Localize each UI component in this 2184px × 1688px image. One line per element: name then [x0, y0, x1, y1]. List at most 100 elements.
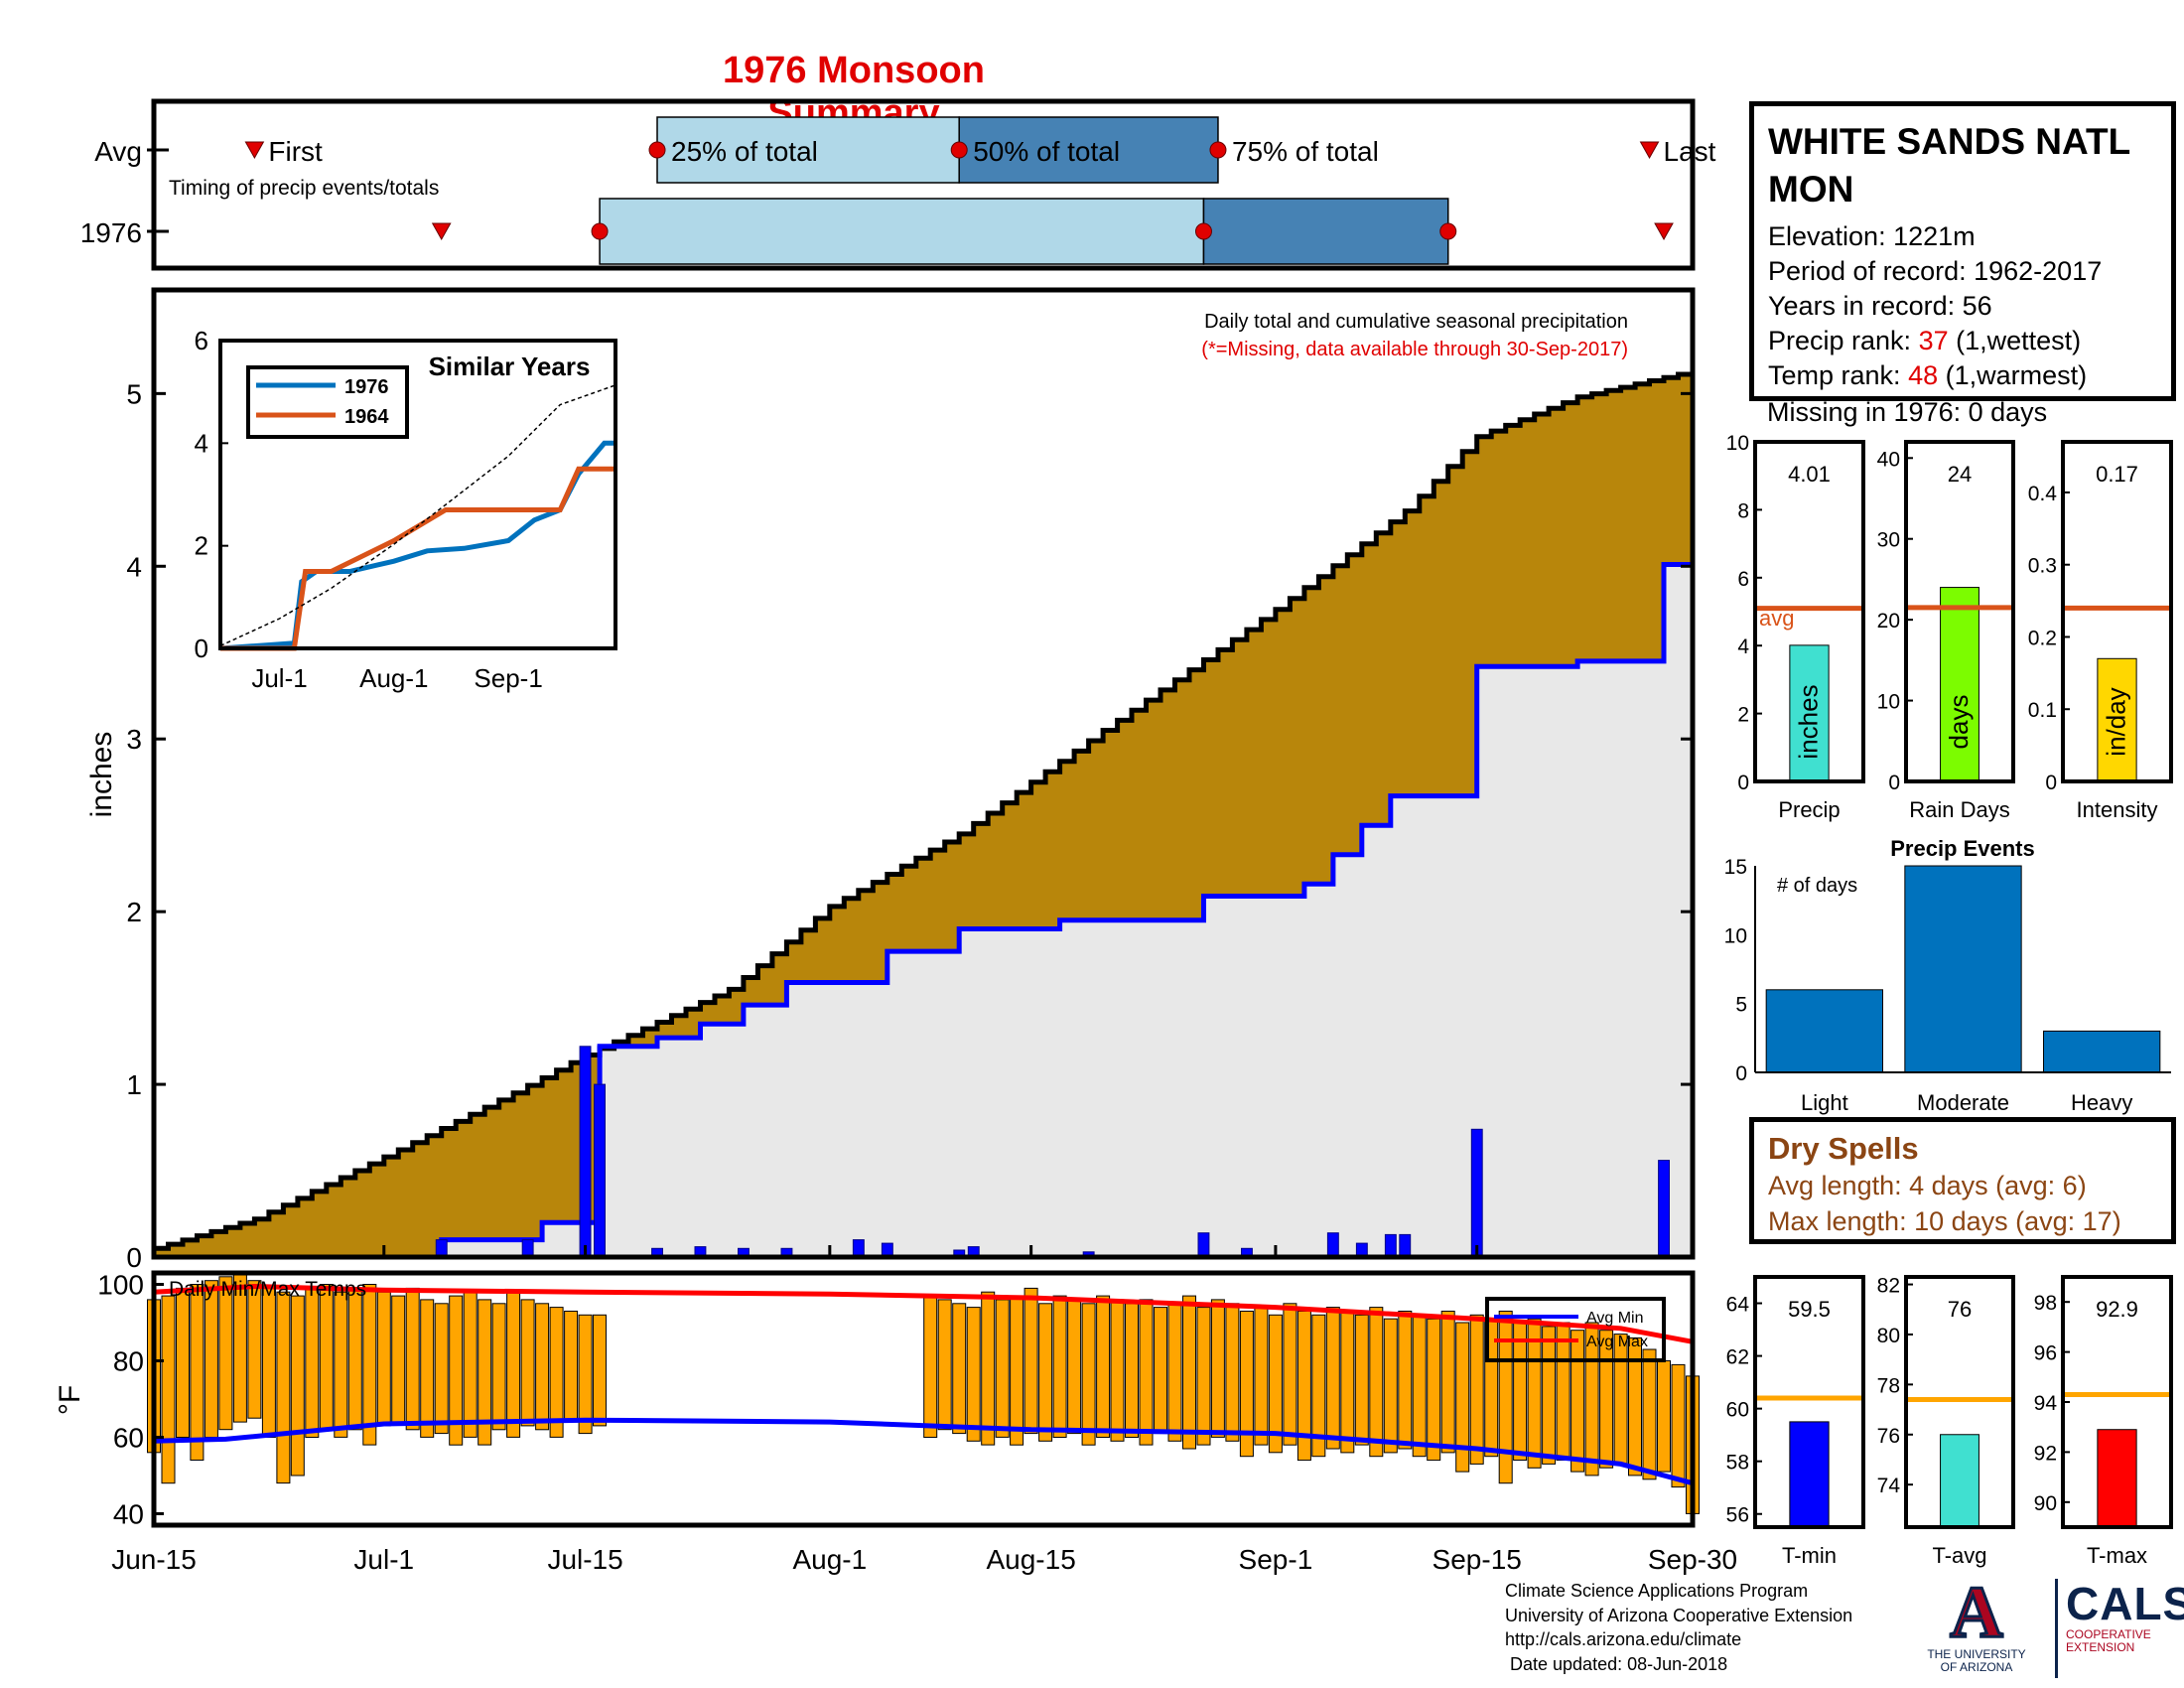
temp-range-bar	[405, 1287, 420, 1431]
dry-spells-avg-length: Avg length: 4 days (avg: 6)	[1768, 1171, 2087, 1200]
temp-range-bar	[1369, 1307, 1384, 1458]
temp-range-bar	[549, 1307, 564, 1438]
inset-x-tick-label: Jul-1	[251, 663, 307, 693]
daily-precip-bar	[1658, 1160, 1670, 1258]
timing-row-label-year: 1976	[80, 217, 142, 248]
rain-days-y-tick-label: 0	[1888, 772, 1900, 794]
x-tick-label: Jul-1	[353, 1544, 414, 1575]
intensity-x-label: Intensity	[2077, 797, 2158, 822]
temp-range-bar	[1096, 1295, 1111, 1438]
inset-y-tick-label: 6	[195, 326, 208, 355]
intensity-y-tick-label: 0	[2045, 772, 2057, 794]
temp-legend-label-min: Avg Min	[1586, 1310, 1644, 1327]
tmin-bar	[1789, 1421, 1830, 1528]
temp-y-tick-label: 60	[113, 1422, 144, 1453]
intensity-y-tick-label: 0.2	[2028, 627, 2057, 649]
temp-plot-frame	[151, 1270, 1696, 1528]
temp-range-bar	[952, 1303, 967, 1435]
precip-unit-label: inches	[1794, 684, 1824, 759]
x-tick-label: Sep-15	[1433, 1544, 1522, 1575]
temp-range-bar	[204, 1280, 218, 1438]
temp-range-bar	[334, 1291, 348, 1438]
footer-line3: http://cals.arizona.edu/climate	[1505, 1629, 1742, 1649]
year-cumulative-area	[154, 564, 1693, 1257]
station-name-line1: WHITE SANDS NATL	[1768, 121, 2131, 162]
temp-range-bar	[1268, 1314, 1283, 1454]
temp-range-bar	[491, 1303, 506, 1431]
precip-event-bar-moderate	[1904, 865, 2022, 1073]
temp-range-bar	[478, 1299, 492, 1446]
inset-x-tick-label: Aug-1	[359, 663, 428, 693]
temp-range-bar	[1038, 1303, 1053, 1442]
temp-range-bar	[1556, 1322, 1570, 1461]
temp-range-bar	[1513, 1322, 1528, 1461]
temp-range-bar	[1225, 1303, 1240, 1442]
main-y-tick-label: 0	[126, 1242, 142, 1273]
temp-range-bar	[276, 1291, 291, 1484]
temp-y-axis-label: °F	[54, 1385, 86, 1415]
dry-spells-max-length: Max length: 10 days (avg: 17)	[1768, 1206, 2121, 1236]
x-tick-label: Jun-15	[111, 1544, 197, 1575]
temp-range-bar	[1340, 1311, 1355, 1454]
temp-range-bar	[923, 1295, 938, 1438]
year-50-marker	[1194, 222, 1212, 240]
timing-panel-frame	[151, 98, 1696, 271]
years-in-record: Years in record: 56	[1768, 291, 1992, 321]
temp-range-bar	[981, 1291, 996, 1446]
rain-days-x-label: Rain Days	[1909, 797, 2009, 822]
temp-range-bar	[1412, 1314, 1427, 1458]
daily-precip-bar	[1326, 1232, 1339, 1258]
main-y-tick-label: 2	[126, 897, 142, 927]
precip-y-tick-label: 2	[1737, 704, 1749, 727]
precip-rank-label: Precip rank:	[1768, 326, 1919, 355]
temp-range-bar	[463, 1291, 478, 1438]
precip-events-y-tick-label: 15	[1724, 856, 1747, 879]
tmin-y-tick-label: 62	[1726, 1346, 1749, 1369]
temp-y-tick-label: 100	[97, 1270, 144, 1301]
daily-precip-bar	[1197, 1232, 1210, 1258]
temp-range-bar	[305, 1287, 320, 1439]
temp-range-bar	[520, 1299, 535, 1427]
tmin-panel-frame	[1753, 1275, 1865, 1529]
temp-range-bar	[1283, 1303, 1297, 1446]
temp-range-bar	[1527, 1318, 1542, 1469]
year-last-marker	[1654, 222, 1674, 241]
intensity-y-tick-label: 0.4	[2028, 483, 2058, 505]
tmin-value-label: 59.5	[1788, 1297, 1831, 1322]
temp-rank: Temp rank: 48 (1,warmest)	[1768, 358, 2157, 393]
ua-logo-letter: A	[1949, 1572, 2004, 1653]
temp-range-bar	[1081, 1303, 1096, 1446]
temp-range-bar	[347, 1287, 362, 1431]
precip-rank-note: (1,wettest)	[1948, 326, 2082, 355]
precip-events-ylabel: # of days	[1777, 875, 1857, 897]
temp-range-bar	[1599, 1330, 1614, 1469]
station-name-line2: MON	[1768, 169, 1854, 210]
daily-precip-bar	[435, 1239, 448, 1258]
intensity-panel-frame	[2061, 440, 2173, 783]
missing-days: Missing in 1976: 0 days	[1767, 397, 2048, 427]
intensity-value-label: 0.17	[2096, 462, 2138, 487]
inset-title: Similar Years	[429, 352, 591, 381]
main-y-tick-label: 3	[126, 724, 142, 755]
temp-range-bar	[506, 1291, 521, 1438]
avg-50-marker	[950, 141, 968, 159]
precip-rank-value: 37	[1918, 326, 1949, 355]
x-tick-label: Aug-1	[792, 1544, 867, 1575]
tmax-y-tick-label: 98	[2034, 1292, 2057, 1315]
tavg-y-tick-label: 74	[1877, 1475, 1901, 1497]
x-tick-label: Aug-15	[986, 1544, 1075, 1575]
avg-cumulative-line	[154, 370, 1696, 1251]
temp-range-bar	[1154, 1307, 1167, 1435]
avg-last-marker	[1639, 141, 1660, 160]
precip-events-title: Precip Events	[1890, 836, 2035, 861]
rain-days-value-label: 24	[1948, 462, 1972, 487]
precip-rank: Precip rank: 37 (1,wettest)	[1768, 324, 2157, 358]
temp-range-bar	[1570, 1330, 1585, 1473]
tavg-panel-frame	[1904, 1275, 2015, 1529]
tmin-y-tick-label: 56	[1726, 1504, 1749, 1527]
daily-precip-bar	[1399, 1233, 1412, 1258]
x-tick-label: Jul-15	[547, 1544, 622, 1575]
ua-logo-line2: OF ARIZONA	[1940, 1660, 2013, 1674]
temp-range-bar	[1671, 1363, 1686, 1488]
avg-75-marker	[1209, 141, 1227, 159]
